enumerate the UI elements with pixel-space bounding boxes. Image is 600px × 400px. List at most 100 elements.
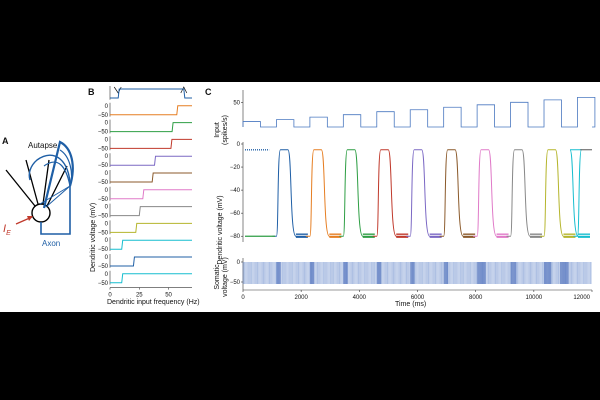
c-mid-ytick-label: −60 <box>230 211 241 217</box>
c-spike-burst <box>410 262 415 284</box>
panel-b-chart: 0−500−500−500−500−500−500−500−500−500−50… <box>98 86 192 299</box>
c-mid-trace-line <box>439 149 476 237</box>
c-mid-trace-line <box>429 233 442 238</box>
autapse-loop <box>39 185 71 205</box>
panel-c-somatic-chart: 0 −50 0 2000 4000 6000 8000 10000 12000 <box>230 258 593 301</box>
c-mid-trace-line <box>569 149 590 237</box>
b-ytick-label: −50 <box>98 247 109 253</box>
panel-a-letter: A <box>2 136 9 146</box>
c-xtick-label: 2000 <box>294 295 308 301</box>
b-trace-line <box>110 206 192 217</box>
b-ytick-label: 0 <box>105 205 109 211</box>
b-ytick-label: 0 <box>105 188 109 194</box>
b-trace-line <box>110 239 192 250</box>
figure-svg: A B C Autapse IE Axon 0−500−500−500−500−… <box>2 86 596 308</box>
c-mid-trace-line <box>578 233 590 238</box>
panel-c-xlabel: Time (ms) <box>395 301 426 308</box>
c-spike-train <box>242 262 592 284</box>
c-mid-trace-line <box>362 233 375 238</box>
c-bot-ytick-label: −50 <box>230 280 241 286</box>
c-mid-trace-line <box>372 149 409 237</box>
current-label: IE <box>3 223 11 237</box>
c-top-ytick-label: 50 <box>233 100 240 106</box>
c-xtick-label: 6000 <box>411 295 425 301</box>
axon-label: Axon <box>42 239 60 248</box>
neuron-diagram: Autapse IE Axon <box>3 140 74 248</box>
b-ytick-label: 0 <box>105 272 109 278</box>
autapse-loop <box>45 185 71 208</box>
c-mid-trace-line <box>272 149 308 237</box>
panel-c-mid-ylabel: Dendritic voltage (mV) <box>217 195 224 264</box>
c-mid-trace-line <box>329 233 342 238</box>
c-mid-trace-line <box>540 149 576 237</box>
c-xtick-label: 4000 <box>353 295 367 301</box>
c-spike-burst <box>510 262 517 284</box>
c-mid-trace-line <box>563 233 576 238</box>
b-trace-line <box>110 256 192 267</box>
b-ytick-label: −50 <box>98 130 109 136</box>
c-spike-burst <box>560 262 569 284</box>
c-xtick-label: 12000 <box>573 295 590 301</box>
dendrite-line <box>25 159 39 205</box>
b-trace-line <box>110 105 192 116</box>
b-ytick-label: 0 <box>105 255 109 261</box>
c-spike-burst <box>343 262 348 284</box>
c-spike-burst <box>376 262 382 284</box>
b-trace-line <box>110 222 192 233</box>
b-trace-line <box>110 122 192 133</box>
c-mid-ytick-label: 0 <box>237 142 241 148</box>
b-ytick-label: −50 <box>98 281 109 287</box>
c-spike-burst <box>544 262 552 284</box>
c-mid-trace-line <box>406 149 442 237</box>
autapse-loop <box>28 154 71 187</box>
c-mid-trace-line <box>396 233 409 238</box>
panel-c-bottom-ylabel: Somaticvoltage (mV) <box>214 257 229 297</box>
c-mid-trace-line <box>506 149 543 237</box>
b-ytick-label: 0 <box>105 104 109 110</box>
panel-b-letter: B <box>88 87 95 97</box>
b-ytick-label: 0 <box>105 238 109 244</box>
b-trace-line <box>110 273 192 284</box>
dendrite-line <box>5 169 36 207</box>
autapse-loop <box>43 161 71 187</box>
panel-c-dendritic-chart: 0 −20 −40 −60 −80 <box>230 142 592 242</box>
panel-c-top-ylabel: Input(spikes/s) <box>214 115 229 145</box>
b-up-arrow <box>180 86 188 94</box>
dendrite-line <box>46 165 68 207</box>
c-mid-ytick-label: −80 <box>230 234 241 240</box>
autapse-label: Autapse <box>28 141 58 150</box>
b-ytick-label: −50 <box>98 163 109 169</box>
c-mid-trace-line <box>295 233 308 238</box>
b-ytick-label: 0 <box>105 137 109 143</box>
b-ytick-label: −50 <box>98 113 109 119</box>
panel-c-letter: C <box>205 87 212 97</box>
soma-circle <box>31 203 51 223</box>
c-mid-trace-line <box>530 233 543 238</box>
c-spike-burst <box>477 262 486 284</box>
c-mid-trace-line <box>473 149 509 237</box>
c-input-step-line <box>242 97 596 128</box>
b-ytick-label: 0 <box>105 121 109 127</box>
b-ytick-label: −50 <box>98 146 109 152</box>
panel-c-input-chart: 50 <box>233 90 596 128</box>
b-ytick-label: −50 <box>98 230 109 236</box>
c-spike-burst <box>309 262 315 284</box>
b-trace-line <box>110 189 192 200</box>
current-arrowhead <box>27 216 33 221</box>
figure-panel: A B C Autapse IE Axon 0 −50 0 −50 0 −50 0 −50 0−… <box>0 82 600 312</box>
b-trace-line <box>110 138 192 149</box>
dendrite-line <box>42 159 50 205</box>
autapse-loop <box>42 140 74 209</box>
c-xtick-label: 10000 <box>525 295 542 301</box>
c-spike-burst <box>443 262 449 284</box>
b-ytick-label: −50 <box>98 180 109 186</box>
b-ytick-label: 0 <box>105 221 109 227</box>
b-trace-line <box>110 88 192 99</box>
c-mid-trace-line <box>463 233 476 238</box>
b-xtick-label: 0 <box>108 293 112 299</box>
panel-b-ylabel: Dendritic voltage (mV) <box>90 203 97 272</box>
c-mid-ytick-label: −20 <box>230 165 241 171</box>
c-mid-trace-line <box>305 149 342 237</box>
c-xtick-label: 8000 <box>469 295 483 301</box>
panel-b-xlabel: Dendritic input frequency (Hz) <box>107 299 200 306</box>
